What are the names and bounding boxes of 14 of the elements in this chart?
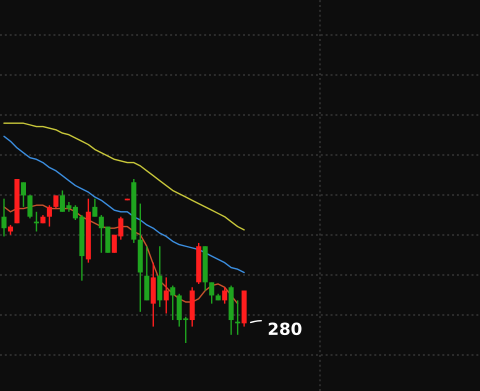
- candlestick: [170, 284, 176, 321]
- candlestick: [53, 194, 58, 210]
- candlestick: [164, 276, 169, 314]
- candlestick: [46, 204, 52, 228]
- candlestick: [1, 198, 7, 238]
- text: 280: [268, 322, 302, 336]
- candlestick: [92, 198, 98, 218]
- candlestick: [20, 182, 26, 208]
- candlestick: [222, 286, 228, 304]
- candlestick: [27, 194, 32, 220]
- candlestick: [235, 300, 240, 336]
- candlestick: [209, 282, 214, 304]
- candlestick: [34, 211, 39, 232]
- candlestick: [8, 224, 14, 236]
